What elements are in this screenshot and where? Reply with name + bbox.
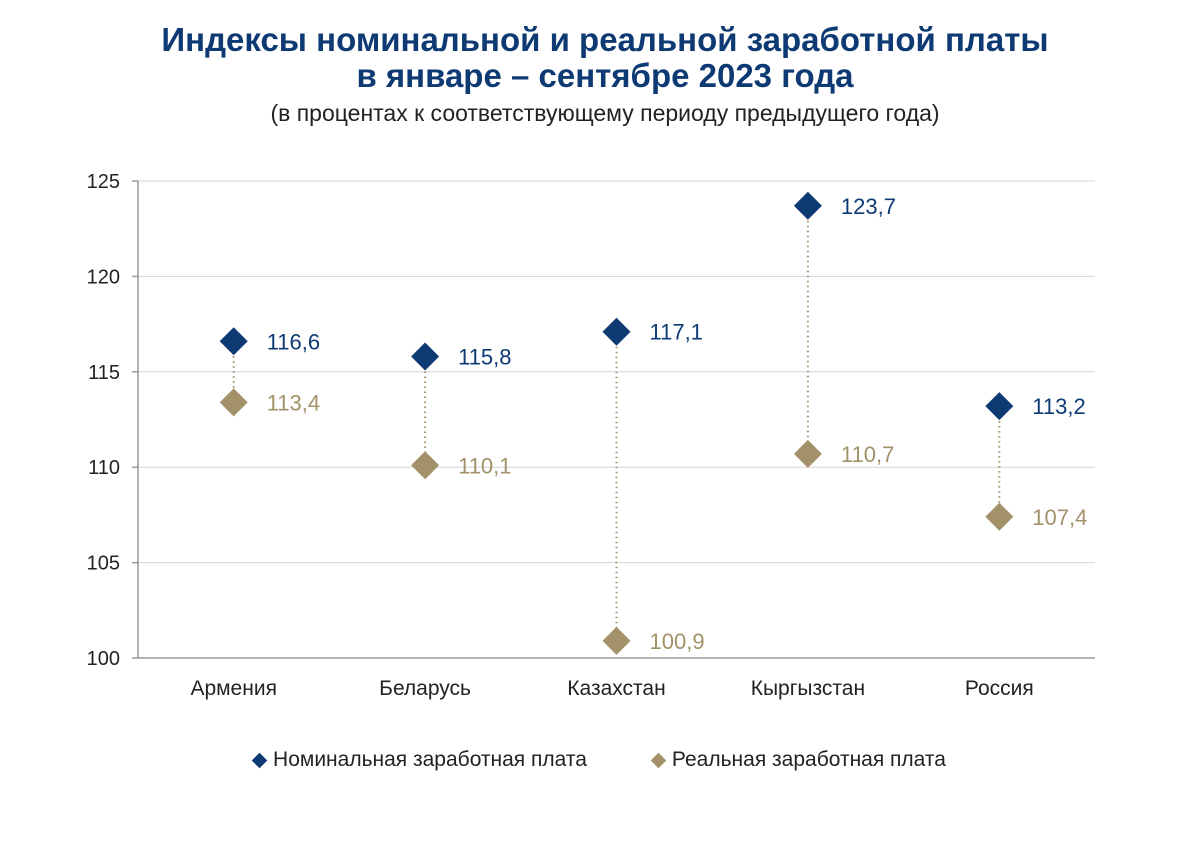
real-point xyxy=(411,451,440,480)
real-data-label: 107,4 xyxy=(1032,505,1087,530)
real-data-label: 110,1 xyxy=(458,453,511,478)
connector-layer xyxy=(232,205,1001,641)
y-tick-label: 125 xyxy=(87,171,120,193)
nominal-point xyxy=(793,191,822,220)
chart-title-line1: Индексы номинальной и реальной заработно… xyxy=(161,21,1049,58)
real-data-label: 113,4 xyxy=(267,390,320,415)
grid-layer xyxy=(138,180,1095,564)
marker-layer xyxy=(219,191,1014,655)
chart-title-line2: в январе – сентябре 2023 года xyxy=(356,57,854,94)
real-point xyxy=(219,388,248,417)
nominal-point xyxy=(985,392,1014,421)
nominal-data-label: 115,8 xyxy=(458,345,511,370)
x-category-label: Беларусь xyxy=(379,677,471,700)
y-tick-label: 110 xyxy=(88,457,120,479)
axis-layer: 100 105 110 115 120 125 Армения Беларусь Казахст… xyxy=(87,171,1095,700)
legend-label-real: Реальная заработная плата xyxy=(671,748,946,771)
nominal-data-label: 117,1 xyxy=(650,320,703,345)
chart-title: Индексы номинальной и реальной заработно… xyxy=(0,22,1200,94)
y-tick-label: 120 xyxy=(87,266,120,288)
nominal-data-label: 123,7 xyxy=(841,194,896,219)
nominal-point xyxy=(602,317,631,346)
nominal-point xyxy=(219,327,248,356)
nominal-diamond-icon xyxy=(251,752,268,768)
y-tick-label: 100 xyxy=(87,648,120,670)
chart-subtitle: (в процентах к соответствующему периоду … xyxy=(270,100,940,126)
real-data-label: 110,7 xyxy=(841,442,894,467)
legend-item-nominal: Номинальная заработная плата xyxy=(251,748,587,772)
real-diamond-icon xyxy=(650,752,667,768)
y-tick-label: 105 xyxy=(87,553,120,575)
real-point xyxy=(985,502,1014,531)
nominal-data-label: 116,6 xyxy=(267,329,320,354)
label-layer: 116,6 115,8 117,1 123,7 113,2 113,4 110,1 100,9… xyxy=(267,194,1088,654)
nominal-data-label: 113,2 xyxy=(1032,394,1085,419)
y-tick-label: 115 xyxy=(88,362,120,384)
real-point xyxy=(793,439,822,468)
x-category-label: Казахстан xyxy=(567,677,665,700)
legend-label-nominal: Номинальная заработная плата xyxy=(273,748,587,771)
legend: Номинальная заработная плата Реальная за… xyxy=(0,748,1200,772)
x-category-label: Армения xyxy=(190,677,277,700)
legend-item-real: Реальная заработная плата xyxy=(650,748,946,772)
real-point xyxy=(602,626,631,655)
x-category-label: Россия xyxy=(965,677,1034,700)
real-data-label: 100,9 xyxy=(650,629,705,654)
x-category-label: Кыргызстан xyxy=(751,677,865,700)
nominal-point xyxy=(411,342,440,371)
